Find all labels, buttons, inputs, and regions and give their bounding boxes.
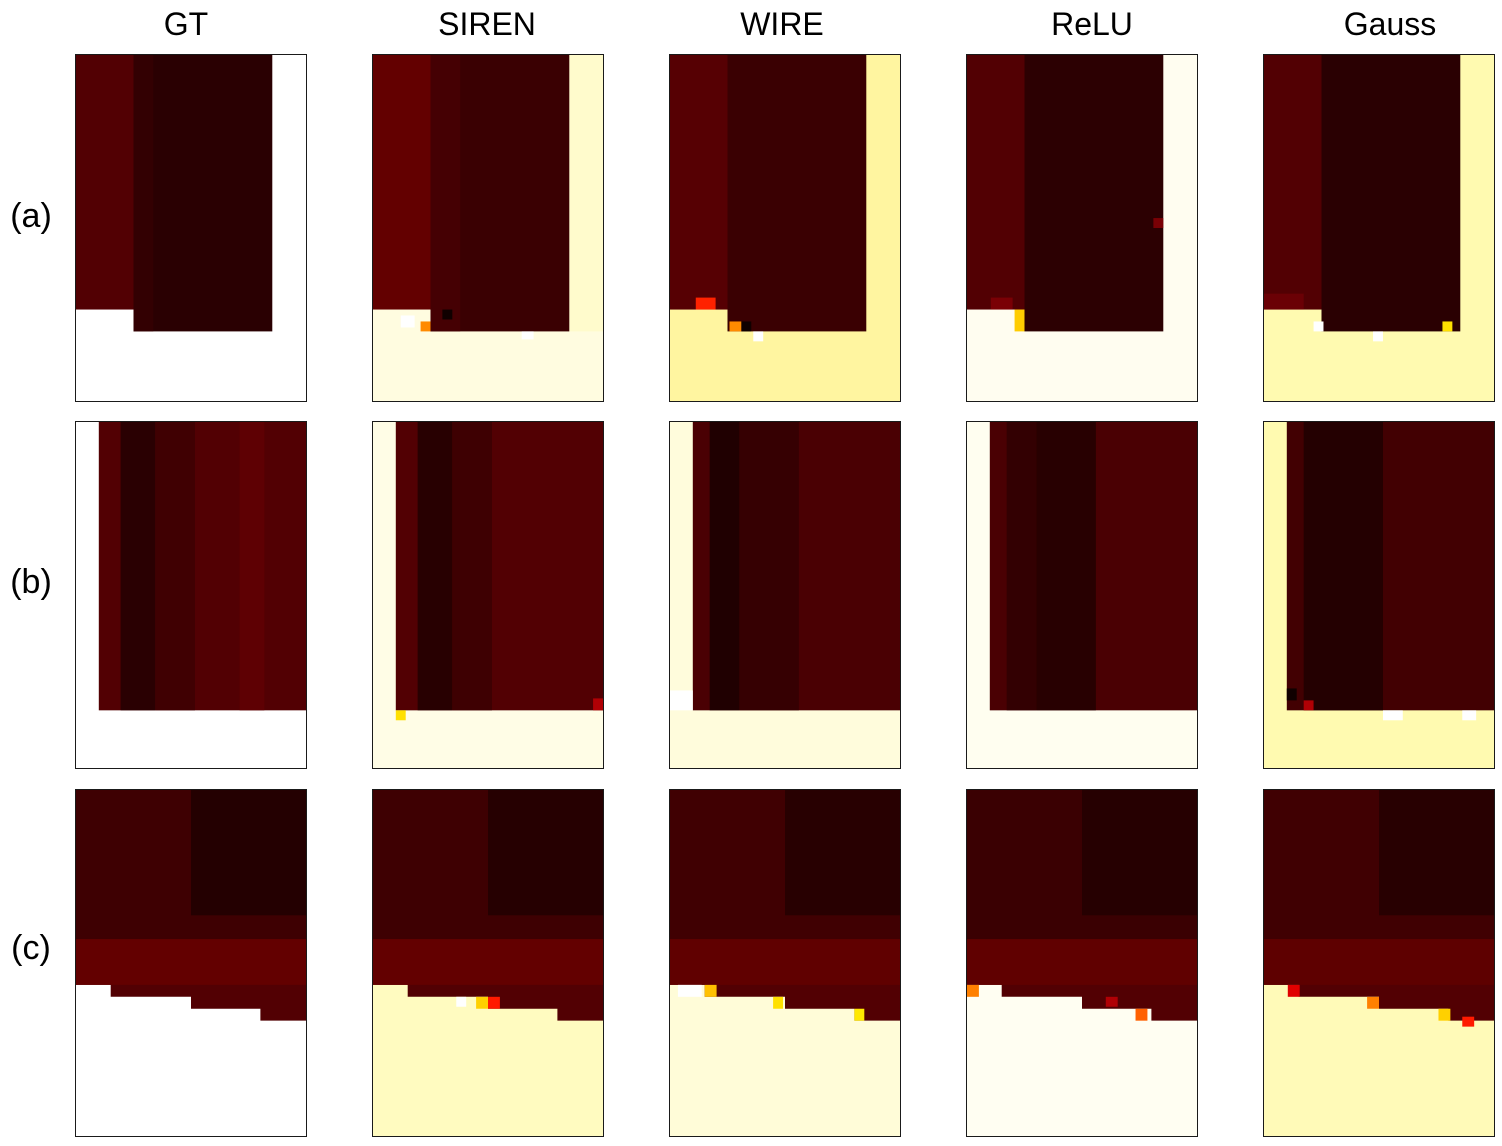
- heatmap-b-wire: [670, 422, 900, 768]
- heatmap-a-siren: [373, 55, 603, 401]
- panel-c-siren: [372, 789, 604, 1137]
- panel-c-relu: [966, 789, 1198, 1137]
- row-label-c: (c): [11, 929, 51, 967]
- heatmap-b-relu: [967, 422, 1197, 768]
- heatmap-a-relu: [967, 55, 1197, 401]
- panel-b-relu: [966, 421, 1198, 769]
- column-label-siren: SIREN: [438, 6, 536, 42]
- panel-a-relu: [966, 54, 1198, 402]
- panel-b-siren: [372, 421, 604, 769]
- panel-b-gt: [75, 421, 307, 769]
- panel-a-gauss: [1263, 54, 1495, 402]
- heatmap-a-gt: [76, 55, 306, 401]
- heatmap-b-gt: [76, 422, 306, 768]
- row-label-b: (b): [10, 563, 52, 601]
- row-label-a: (a): [10, 197, 52, 235]
- heatmap-a-gauss: [1264, 55, 1494, 401]
- heatmap-b-gauss: [1264, 422, 1494, 768]
- panel-a-wire: [669, 54, 901, 402]
- panel-b-gauss: [1263, 421, 1495, 769]
- heatmap-c-relu: [967, 790, 1197, 1136]
- column-label-gt: GT: [163, 6, 209, 42]
- column-label-gauss: Gauss: [1343, 6, 1437, 42]
- panel-c-gt: [75, 789, 307, 1137]
- panel-c-gauss: [1263, 789, 1495, 1137]
- heatmap-c-gauss: [1264, 790, 1494, 1136]
- column-label-wire: WIRE: [740, 6, 824, 42]
- heatmap-c-wire: [670, 790, 900, 1136]
- panel-b-wire: [669, 421, 901, 769]
- panel-a-siren: [372, 54, 604, 402]
- heatmap-c-gt: [76, 790, 306, 1136]
- heatmap-c-siren: [373, 790, 603, 1136]
- panel-a-gt: [75, 54, 307, 402]
- panel-c-wire: [669, 789, 901, 1137]
- heatmap-b-siren: [373, 422, 603, 768]
- column-label-relu: ReLU: [1051, 6, 1133, 42]
- heatmap-a-wire: [670, 55, 900, 401]
